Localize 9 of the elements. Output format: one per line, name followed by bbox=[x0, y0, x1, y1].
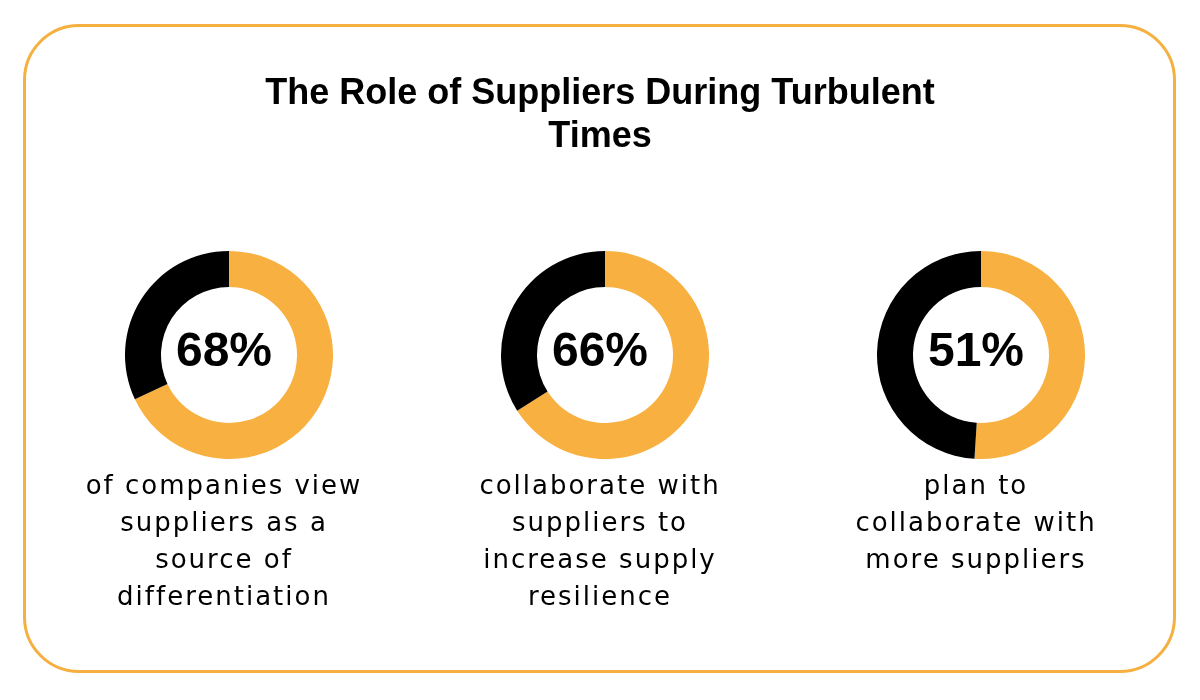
text: plan to collaborate with more suppliers bbox=[855, 470, 1097, 574]
text: collaborate with suppliers to increase supply resilience bbox=[479, 470, 721, 611]
text: 66% bbox=[551, 323, 649, 376]
donut-slice bbox=[134, 251, 333, 459]
text: The Role of Suppliers During Turbulent Times bbox=[265, 71, 935, 155]
text: 51% bbox=[927, 323, 1025, 376]
text: of companies view suppliers as a source of differentiation bbox=[85, 470, 363, 611]
text: 68% bbox=[175, 323, 273, 376]
donut-slice bbox=[517, 251, 709, 459]
